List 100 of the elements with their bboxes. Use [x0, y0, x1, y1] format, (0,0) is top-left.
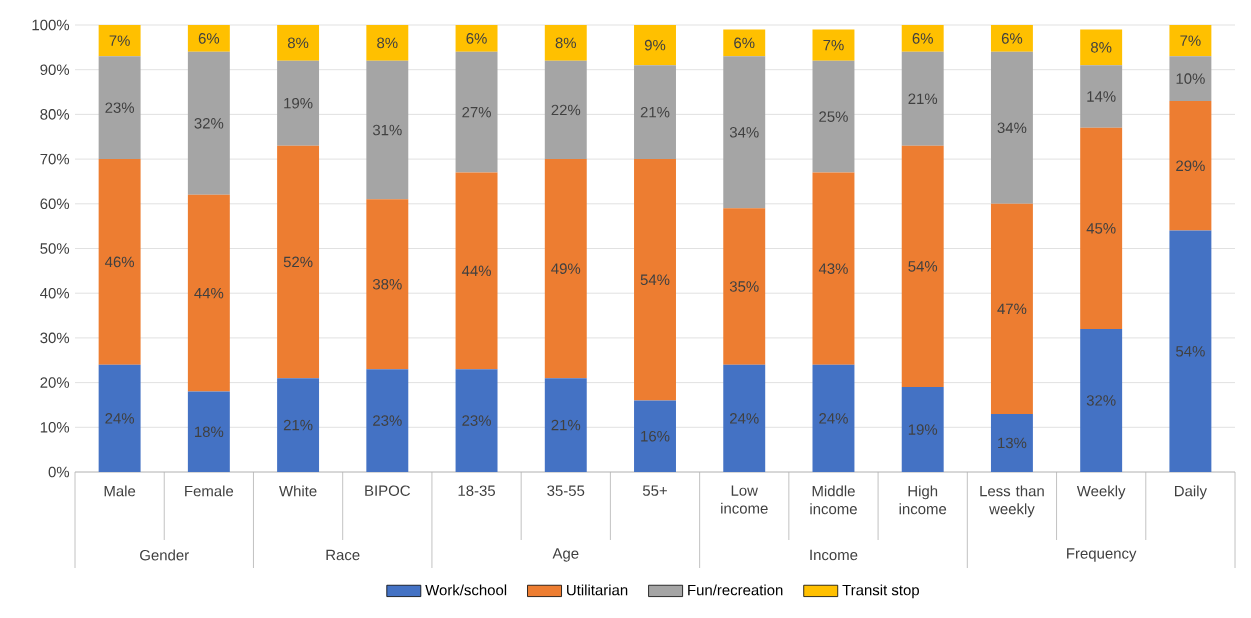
y-tick-label: 50%	[40, 243, 70, 254]
data-label: 27%	[462, 106, 491, 118]
data-label: 6%	[734, 37, 755, 49]
data-label: 52%	[283, 256, 313, 268]
data-label: 24%	[105, 413, 135, 424]
bar	[1080, 127, 1123, 329]
text: Age	[552, 548, 579, 562]
y-tick-label: 90%	[40, 64, 70, 75]
bar	[187, 24, 230, 52]
data-label: 35%	[729, 281, 759, 292]
bar	[277, 145, 320, 379]
x-tick-label: White	[279, 485, 317, 497]
bar	[634, 159, 676, 401]
data-label: 21%	[908, 93, 938, 105]
bar	[723, 29, 766, 57]
bar	[544, 159, 587, 379]
y-tick-label: 100%	[32, 19, 70, 31]
data-label: 23%	[105, 102, 135, 113]
bar	[277, 60, 320, 146]
data-label: 44%	[461, 265, 491, 277]
y-tick-label: 0%	[48, 466, 70, 478]
bar	[277, 24, 320, 61]
bar	[1169, 100, 1212, 231]
bar	[634, 24, 676, 66]
bar	[277, 378, 320, 472]
data-label: 54%	[1176, 346, 1205, 357]
x-tick-label: Middle income	[810, 485, 857, 515]
data-label: 6%	[198, 33, 220, 44]
bar	[455, 24, 498, 52]
bar	[1169, 56, 1212, 101]
x-tick-label: Less than weekly	[980, 485, 1044, 518]
data-label: 6%	[912, 33, 933, 44]
data-label: 14%	[1087, 91, 1116, 102]
data-label: 21%	[551, 419, 581, 431]
bar	[98, 24, 141, 57]
bar	[723, 56, 766, 209]
y-tick-label: 30%	[40, 332, 70, 344]
legend-label: Fun/recreation	[688, 584, 783, 596]
data-label: 7%	[109, 35, 130, 46]
x-tick-label: High income	[899, 485, 947, 515]
text: Gender	[140, 549, 189, 561]
bar	[98, 56, 141, 160]
y-tick-label: 60%	[40, 198, 70, 210]
bar	[901, 24, 944, 52]
bar	[812, 172, 855, 365]
bar	[1080, 29, 1123, 66]
bar	[812, 29, 855, 61]
text: Race	[326, 549, 360, 561]
bar	[812, 364, 855, 472]
data-label: 31%	[372, 124, 402, 136]
bar	[455, 51, 498, 173]
bar	[990, 51, 1033, 204]
legend-label: Utilitarian	[567, 584, 628, 596]
data-label: 7%	[1180, 35, 1201, 46]
data-label: 49%	[551, 263, 581, 274]
bar	[990, 413, 1033, 472]
data-label: 19%	[284, 97, 313, 109]
data-label: 8%	[1091, 42, 1112, 53]
data-label: 43%	[818, 263, 848, 274]
bar	[366, 369, 409, 472]
bar	[366, 60, 409, 200]
bar	[812, 60, 855, 173]
bar	[990, 203, 1033, 414]
bar	[1169, 230, 1212, 472]
x-tick-label: BIPOC	[365, 485, 410, 496]
bar	[187, 51, 230, 195]
bar	[366, 199, 409, 370]
y-tick-label: 40%	[40, 287, 70, 299]
bar	[98, 364, 141, 472]
data-label: 23%	[462, 415, 491, 426]
data-label: 24%	[819, 413, 848, 424]
data-label: 6%	[1001, 33, 1023, 44]
bar	[901, 387, 944, 472]
x-tick-label: Weekly	[1076, 485, 1126, 500]
x-tick-label: 55+	[642, 485, 667, 496]
bar	[187, 391, 230, 472]
bar	[634, 65, 676, 160]
data-label: 25%	[819, 111, 848, 122]
data-label: 46%	[105, 256, 135, 268]
x-tick-label: 35-55	[547, 485, 585, 496]
y-tick-label: 80%	[40, 109, 70, 120]
bar	[187, 194, 230, 392]
bar	[544, 378, 587, 472]
x-tick-label: Male	[104, 485, 136, 497]
data-label: 10%	[1176, 73, 1205, 84]
data-label: 8%	[377, 37, 398, 49]
bar	[1169, 24, 1212, 57]
data-label: 22%	[551, 104, 581, 116]
data-label: 47%	[997, 303, 1027, 315]
data-label: 16%	[641, 430, 670, 442]
bar	[1080, 328, 1123, 472]
y-tick-label: 10%	[40, 422, 70, 433]
data-label: 19%	[908, 424, 938, 435]
data-label: 38%	[372, 278, 402, 290]
x-tick-label: Low income	[721, 485, 768, 514]
legend-label: Work/school	[425, 584, 507, 596]
bar	[98, 159, 141, 365]
bar	[366, 24, 409, 61]
data-label: 32%	[1086, 395, 1116, 406]
data-label: 45%	[1086, 223, 1116, 234]
